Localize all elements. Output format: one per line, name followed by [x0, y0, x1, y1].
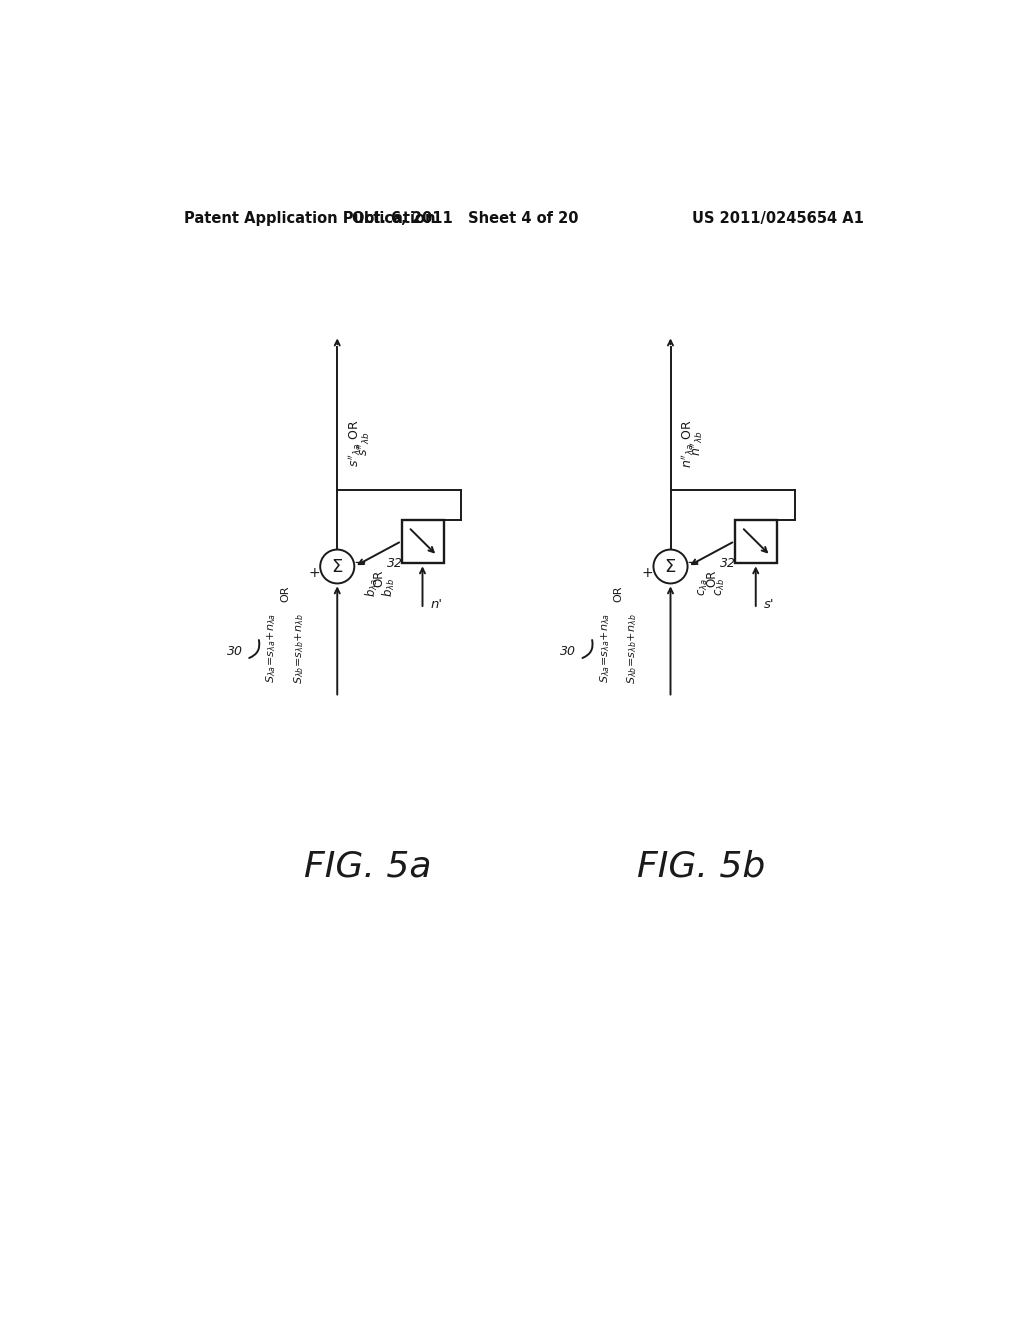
Text: $s''_{\lambda b}$: $s''_{\lambda b}$ [355, 430, 372, 455]
Text: OR: OR [281, 586, 291, 602]
Text: FIG. 5a: FIG. 5a [304, 850, 432, 884]
Text: FIG. 5b: FIG. 5b [637, 850, 766, 884]
Text: s': s' [764, 598, 774, 611]
Text: $S_{\lambda a}\!=\!s_{\lambda a}\!+\!n_{\lambda a}$: $S_{\lambda a}\!=\!s_{\lambda a}\!+\!n_{… [598, 612, 611, 682]
Text: $s''_{\lambda a}$ OR: $s''_{\lambda a}$ OR [346, 420, 364, 467]
Text: $S_{\lambda b}\!=\!s_{\lambda b}\!+\!n_{\lambda b}$: $S_{\lambda b}\!=\!s_{\lambda b}\!+\!n_{… [626, 612, 639, 684]
Text: $\Sigma$: $\Sigma$ [665, 557, 677, 576]
Text: $b_{\lambda a}$: $b_{\lambda a}$ [364, 578, 380, 597]
Text: $c_{\lambda b}$: $c_{\lambda b}$ [714, 578, 727, 597]
Text: $S_{\lambda b}\!=\!s_{\lambda b}\!+\!n_{\lambda b}$: $S_{\lambda b}\!=\!s_{\lambda b}\!+\!n_{… [293, 612, 306, 684]
Text: OR: OR [706, 569, 719, 586]
Text: −: − [687, 556, 699, 570]
Text: Patent Application Publication: Patent Application Publication [183, 211, 435, 226]
Bar [735, 520, 777, 562]
Text: 32: 32 [720, 557, 736, 570]
Text: $n''_{\lambda a}$ OR: $n''_{\lambda a}$ OR [680, 418, 696, 467]
Text: $n''_{\lambda b}$: $n''_{\lambda b}$ [688, 430, 705, 457]
Text: 32: 32 [387, 557, 403, 570]
Circle shape [321, 549, 354, 583]
Text: +: + [641, 566, 653, 579]
Text: $S_{\lambda a}\!=\!s_{\lambda a}\!+\!n_{\lambda a}$: $S_{\lambda a}\!=\!s_{\lambda a}\!+\!n_{… [264, 612, 279, 682]
Text: $\Sigma$: $\Sigma$ [331, 557, 343, 576]
Text: $c_{\lambda a}$: $c_{\lambda a}$ [697, 578, 710, 595]
Text: −: − [353, 556, 367, 570]
Text: 30: 30 [226, 644, 243, 657]
Text: $b_{\lambda b}$: $b_{\lambda b}$ [381, 578, 396, 597]
Circle shape [653, 549, 687, 583]
Text: OR: OR [613, 586, 624, 602]
Text: Oct. 6, 2011   Sheet 4 of 20: Oct. 6, 2011 Sheet 4 of 20 [352, 211, 579, 226]
Text: OR: OR [372, 569, 385, 586]
Text: n': n' [430, 598, 442, 611]
Text: +: + [308, 566, 319, 579]
Text: 30: 30 [560, 644, 575, 657]
Bar [401, 520, 444, 562]
Text: US 2011/0245654 A1: US 2011/0245654 A1 [692, 211, 864, 226]
